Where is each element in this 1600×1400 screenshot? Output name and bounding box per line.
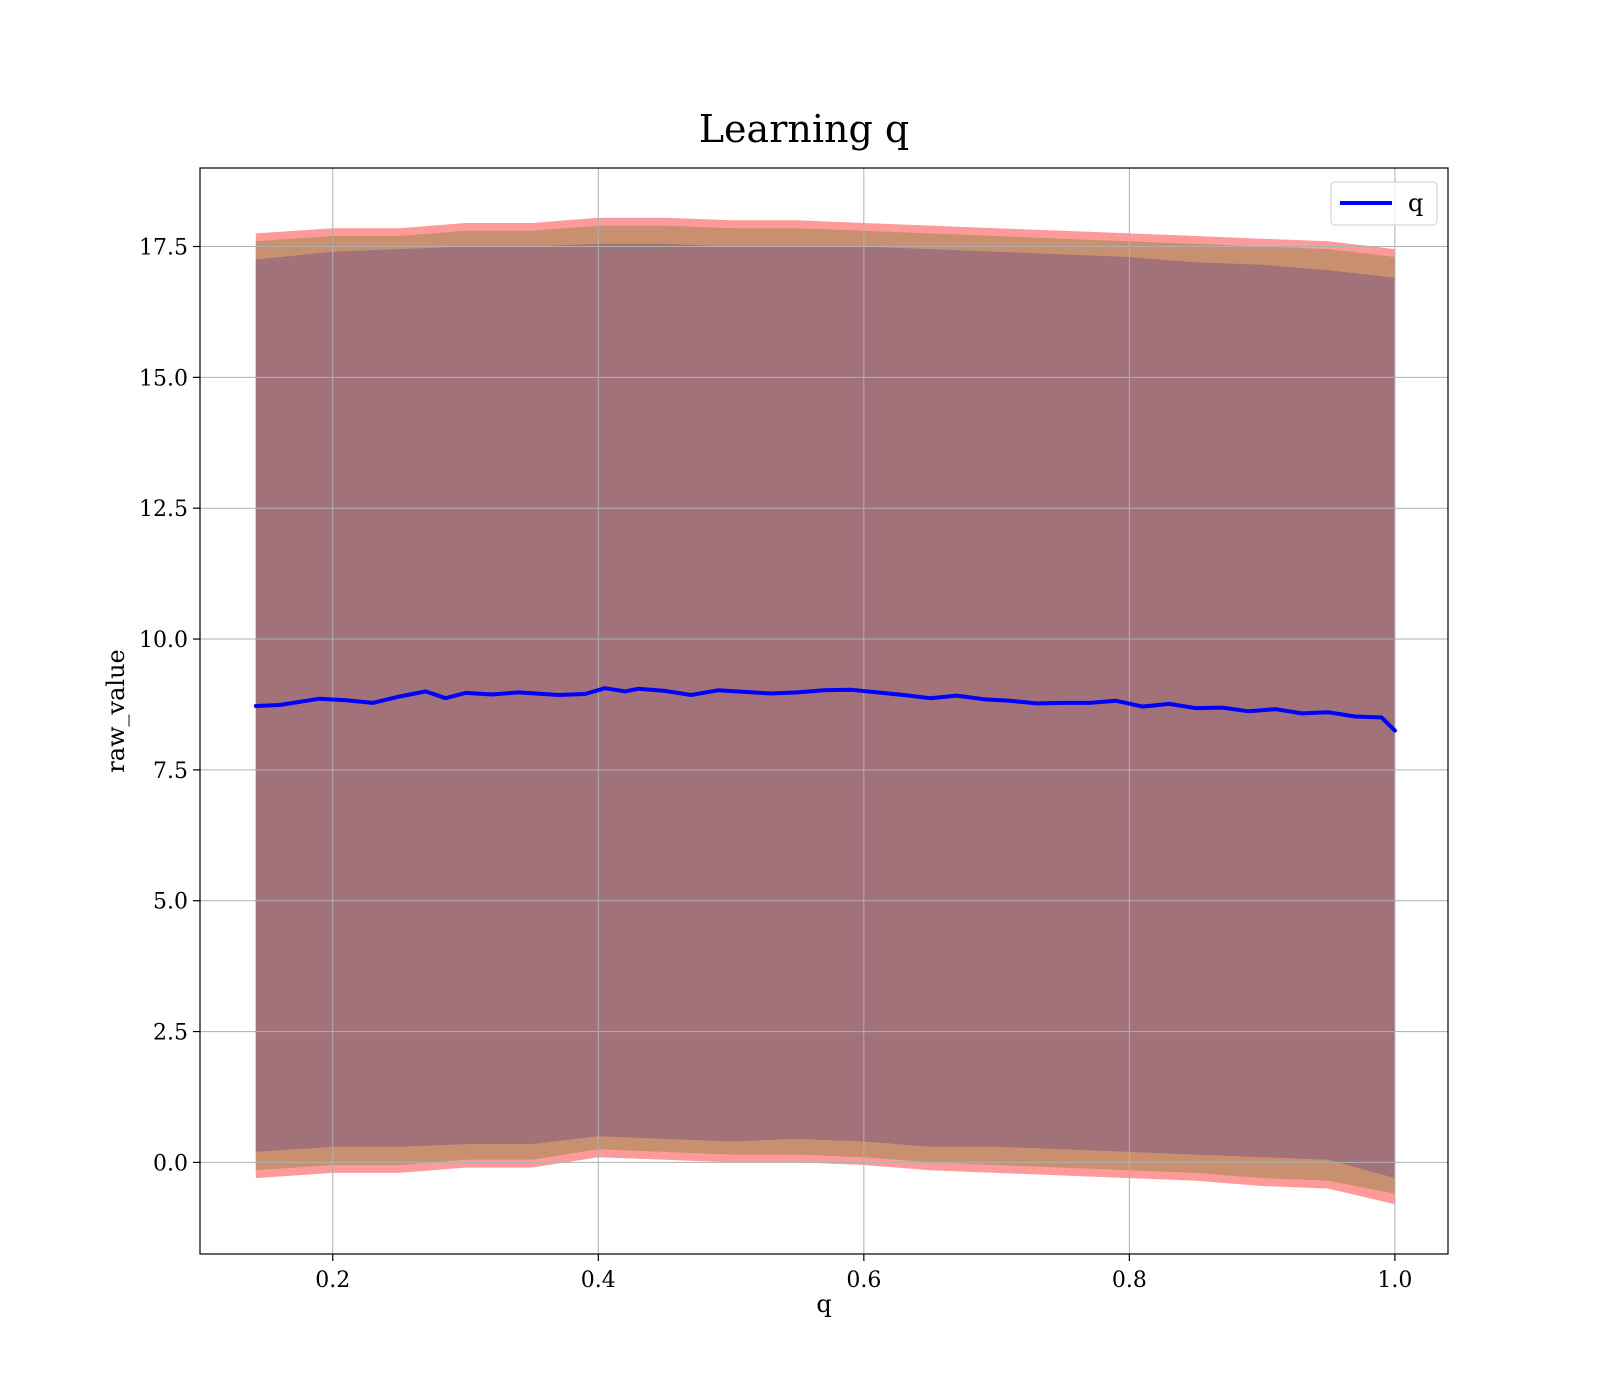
y-tick-label-6: 15.0 <box>139 366 188 391</box>
series-line-q <box>253 686 1397 733</box>
series-layer <box>253 686 1397 733</box>
ticks-layer: 0.2 0.4 0.6 0.8 1.0 0.0 2.5 5.0 7.5 10.0 12.5 15.0 1… <box>139 236 1412 1293</box>
y-tick-label-1: 2.5 <box>153 1021 188 1046</box>
x-tick-label-1: 0.4 <box>581 1268 616 1293</box>
x-tick-label-0: 0.2 <box>315 1268 350 1293</box>
plot-frame <box>199 167 1449 1255</box>
x-axis-label: q <box>816 1290 831 1318</box>
y-tick-label-0: 0.0 <box>153 1151 188 1176</box>
x-tick-label-4: 1.0 <box>1377 1268 1412 1293</box>
y-axis-label: raw_value <box>102 649 130 773</box>
y-tick-label-4: 10.0 <box>139 628 188 653</box>
grid-layer <box>200 168 1448 1254</box>
legend: q <box>1330 181 1438 226</box>
y-tick-label-2: 5.0 <box>153 890 188 915</box>
x-tick-label-3: 0.8 <box>1112 1268 1147 1293</box>
y-tick-label-3: 7.5 <box>153 759 188 784</box>
chart-title: Learning q <box>699 107 909 151</box>
y-tick-label-7: 17.5 <box>139 236 188 261</box>
bands-layer <box>255 217 1395 1205</box>
band-2 <box>255 243 1395 1179</box>
y-tick-label-5: 12.5 <box>139 497 188 522</box>
x-tick-label-2: 0.6 <box>846 1268 881 1293</box>
legend-label-q: q <box>1408 189 1423 217</box>
